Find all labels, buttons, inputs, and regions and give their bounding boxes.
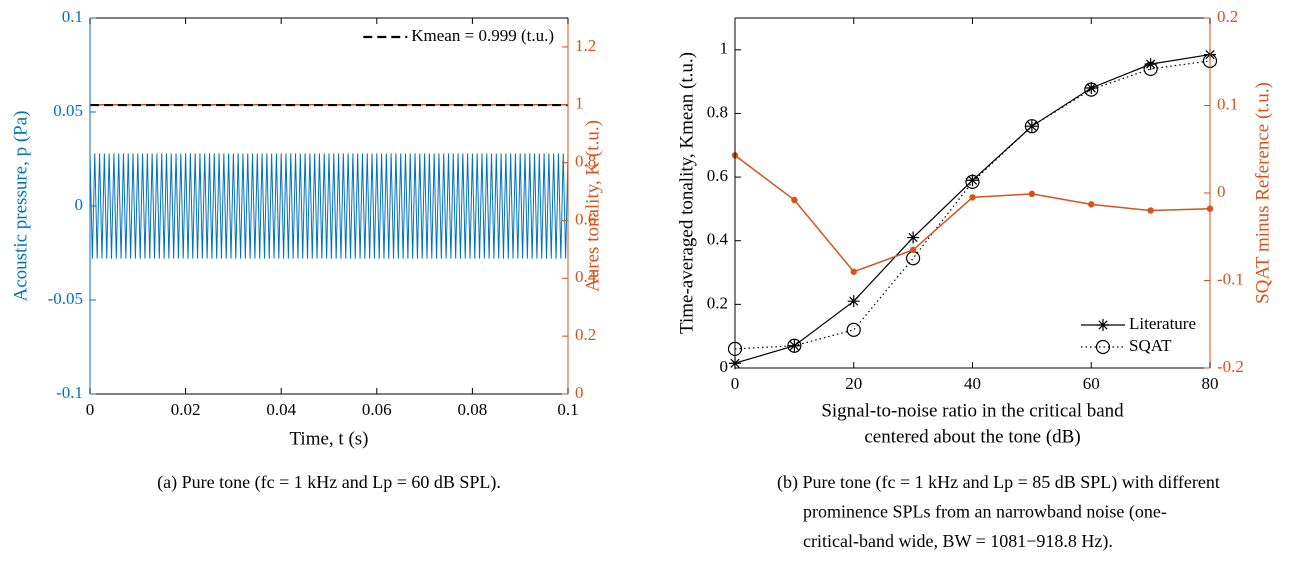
x-tick-label: 0.02 bbox=[171, 400, 201, 419]
legend-label: SQAT bbox=[1129, 336, 1172, 355]
y2-axis-label: Aures tonality, K (t.u.) bbox=[582, 120, 603, 292]
y2-tick-label: -0.2 bbox=[1217, 357, 1244, 376]
y2-tick-label: 1 bbox=[575, 94, 584, 113]
x-axis-label: Signal-to-noise ratio in the critical ba… bbox=[821, 400, 1124, 421]
y2-axis-label: SQAT minus Reference (t.u.) bbox=[1252, 82, 1273, 304]
legend: Kmean = 0.999 (t.u.) bbox=[363, 26, 554, 45]
y-tick-label: 0.05 bbox=[53, 101, 83, 120]
x-axis-label: Time, t (s) bbox=[289, 428, 368, 449]
x-tick-label: 0.06 bbox=[362, 400, 392, 419]
y-tick-label: 0.2 bbox=[707, 293, 728, 312]
y-axis-label: Time-averaged tonality, Kmean (t.u.) bbox=[676, 52, 697, 334]
marker-circle bbox=[1143, 61, 1158, 77]
x-tick-label: 0.1 bbox=[557, 400, 578, 419]
marker-star bbox=[966, 174, 979, 187]
marker-star bbox=[1085, 82, 1098, 94]
legend-marker bbox=[1095, 339, 1111, 355]
series-line bbox=[734, 60, 1211, 350]
legend-label: Kmean = 0.999 (t.u.) bbox=[411, 26, 554, 45]
marker-dot bbox=[969, 194, 976, 201]
caption: prominence SPLs from an narrowband noise… bbox=[803, 502, 1167, 523]
plot-area bbox=[735, 18, 1210, 368]
legend: Literature SQAT bbox=[1080, 314, 1196, 355]
y2-tick-label: 0.6 bbox=[575, 209, 596, 228]
x-tick-label: 20 bbox=[845, 374, 862, 393]
plot-area bbox=[90, 18, 568, 394]
marker-circle bbox=[846, 322, 861, 337]
y2-tick-label: 0.2 bbox=[1217, 7, 1238, 26]
x-tick-label: 40 bbox=[964, 374, 981, 393]
series-line bbox=[89, 153, 569, 259]
marker-dot bbox=[1088, 201, 1095, 208]
legend-label: Literature bbox=[1129, 314, 1196, 333]
y2-tick-label: 0.1 bbox=[1217, 94, 1238, 113]
x-tick-label: 0 bbox=[86, 400, 95, 419]
y2-tick-label: 0.4 bbox=[575, 267, 597, 286]
caption: (a) Pure tone (fc = 1 kHz and Lp = 60 dB… bbox=[157, 472, 501, 493]
marker-dot bbox=[909, 246, 917, 254]
marker-circle bbox=[1084, 82, 1099, 97]
y-tick-label: 0.4 bbox=[707, 230, 729, 249]
x-tick-label: 60 bbox=[1083, 374, 1100, 393]
y2-tick-label: 1.2 bbox=[575, 36, 596, 55]
marker-star bbox=[907, 231, 920, 244]
caption: (b) Pure tone (fc = 1 kHz and Lp = 85 dB… bbox=[777, 472, 1220, 493]
marker-star bbox=[1144, 58, 1157, 71]
caption: critical-band wide, BW = 1081−918.8 Hz). bbox=[803, 531, 1113, 552]
y2-tick-label: 0.8 bbox=[575, 152, 596, 171]
y-tick-label: 0 bbox=[720, 357, 729, 376]
x-tick-label: 0.08 bbox=[458, 400, 488, 419]
x-axis-label: centered about the tone (dB) bbox=[864, 426, 1080, 447]
y-axis-label: Acoustic pressure, p (Pa) bbox=[10, 110, 31, 301]
y-tick-label: -0.05 bbox=[48, 289, 83, 308]
y2-tick-label: 0 bbox=[575, 383, 584, 402]
legend-marker bbox=[1096, 319, 1109, 331]
y-tick-label: 0 bbox=[75, 195, 84, 214]
x-tick-label: 80 bbox=[1202, 374, 1219, 393]
y2-tick-label: 0.2 bbox=[575, 325, 596, 344]
y-tick-label: 0.1 bbox=[62, 7, 83, 26]
y-tick-label: -0.1 bbox=[56, 383, 83, 402]
y2-tick-label: 0 bbox=[1217, 182, 1226, 201]
marker-dot bbox=[1028, 190, 1036, 198]
marker-dot bbox=[791, 196, 798, 204]
y-tick-label: 0.6 bbox=[707, 166, 728, 185]
marker-circle bbox=[965, 174, 980, 189]
x-tick-label: 0.04 bbox=[266, 400, 296, 419]
marker-star bbox=[847, 295, 860, 308]
marker-circle bbox=[787, 338, 802, 353]
y2-tick-label: -0.1 bbox=[1217, 269, 1244, 288]
y-tick-label: 0.8 bbox=[707, 102, 728, 121]
marker-circle bbox=[1024, 119, 1039, 134]
x-tick-label: 0 bbox=[731, 374, 740, 393]
y-tick-label: 1 bbox=[720, 39, 729, 58]
marker-dot bbox=[850, 268, 857, 275]
marker-dot bbox=[1147, 207, 1154, 214]
